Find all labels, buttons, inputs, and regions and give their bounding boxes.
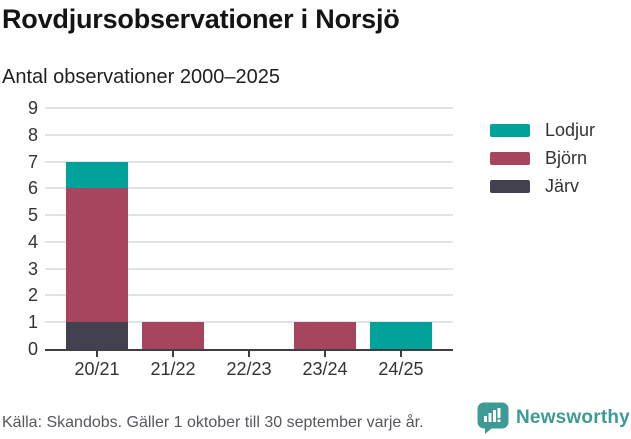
x-axis-tick [96, 351, 99, 357]
x-tick-label: 21/22 [150, 359, 196, 379]
gridline [45, 214, 453, 217]
x-axis: 20/21 21/22 22/23 23/24 24/25 [45, 351, 453, 385]
gridline [45, 187, 453, 190]
legend-item-björn: Björn [490, 144, 630, 172]
legend-swatch [490, 179, 530, 193]
gridline [45, 267, 453, 270]
x-tick-label: 24/25 [378, 359, 424, 379]
legend-label: Järv [545, 175, 580, 196]
bar-chart: 0 1 2 3 4 5 6 7 8 9 20/21 21/22 22/23 23/24 24/25 Lod… [0, 98, 631, 385]
x-tick-label: 22/23 [226, 359, 272, 379]
y-tick-label: 8 [27, 124, 38, 145]
bar-segment-lodjur [66, 161, 128, 189]
legend-item-lodjur: Lodjur [490, 116, 630, 144]
bar-segment-järv [66, 322, 128, 349]
y-tick-label: 0 [27, 339, 38, 359]
legend-item-järv: Järv [490, 172, 630, 200]
gridline [45, 160, 453, 163]
y-tick-label: 6 [27, 178, 38, 199]
legend-swatch [490, 123, 530, 137]
bar-segment-björn [142, 322, 204, 349]
newsworthy-wordmark: Newsworthy [516, 407, 630, 428]
y-tick-label: 4 [27, 231, 38, 252]
plot-area [45, 107, 453, 351]
y-tick-label: 9 [27, 98, 38, 118]
chart-subtitle: Antal observationer 2000–2025 [2, 66, 280, 88]
y-tick-label: 3 [27, 258, 38, 279]
x-axis-tick [399, 351, 402, 357]
gridline [45, 321, 453, 324]
x-tick-label: 23/24 [302, 359, 348, 379]
newsworthy-bubble-chart-icon [477, 402, 509, 434]
gridline [45, 294, 453, 297]
x-axis-tick [323, 351, 326, 357]
gridline [45, 107, 453, 109]
legend-label: Björn [545, 147, 588, 168]
legend: Lodjur Björn Järv [490, 116, 630, 200]
x-tick-label: 20/21 [74, 359, 120, 379]
x-axis-tick [172, 351, 175, 357]
y-axis: 0 1 2 3 4 5 6 7 8 9 [0, 98, 38, 359]
source-note: Källa: Skandobs. Gäller 1 oktober till 3… [2, 414, 424, 431]
bar-segment-björn [66, 188, 128, 323]
x-axis-tick [248, 351, 250, 357]
legend-swatch [490, 151, 530, 165]
bar-segment-björn [294, 322, 356, 349]
y-tick-label: 2 [27, 285, 38, 306]
chart-title: Rovdjursobservationer i Norsjö [2, 4, 400, 34]
bar-segment-lodjur [370, 322, 432, 349]
y-tick-label: 1 [27, 312, 38, 333]
y-tick-label: 7 [27, 151, 38, 172]
newsworthy-logo: Newsworthy [477, 401, 630, 435]
gridline [45, 133, 453, 136]
legend-label: Lodjur [545, 119, 596, 140]
y-tick-label: 5 [27, 205, 38, 226]
gridline [45, 240, 453, 243]
